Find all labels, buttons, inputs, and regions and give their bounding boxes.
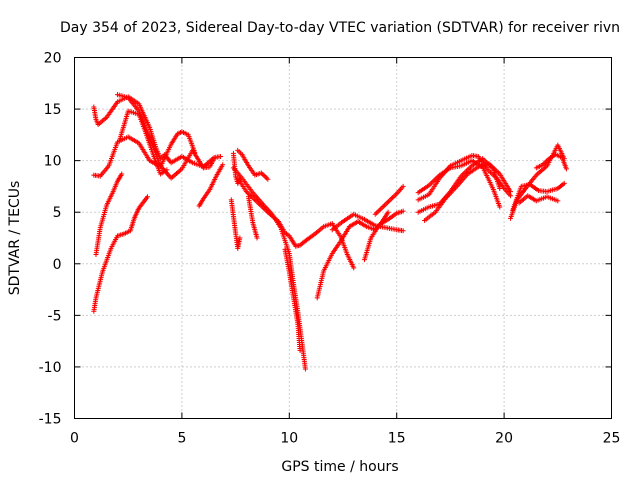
series-arc-22 — [415, 158, 503, 210]
series-arc-9 — [228, 197, 243, 251]
data-point — [563, 166, 569, 172]
data-point — [302, 366, 308, 372]
data-point — [211, 156, 217, 162]
y-tick-label: 5 — [53, 205, 62, 221]
data-point — [145, 194, 151, 200]
y-tick-label: -10 — [39, 360, 62, 376]
x-tick-label: 5 — [177, 431, 186, 447]
series-arc-12 — [235, 175, 357, 271]
series-arc-13 — [245, 194, 260, 241]
y-tick-label: 10 — [44, 154, 62, 170]
data-point — [119, 171, 125, 177]
x-tick-label: 20 — [495, 431, 513, 447]
series-arc-10 — [235, 147, 271, 182]
data-point — [508, 189, 514, 195]
series-arc-18 — [372, 183, 406, 217]
series-arc-4 — [91, 194, 151, 314]
x-tick-label: 25 — [603, 431, 621, 447]
y-tick-label: -5 — [48, 308, 62, 324]
plot-frame — [74, 57, 612, 419]
data-point — [561, 180, 567, 186]
axis-ticks: 0 5 10 15 20 25 -15 -10 -5 0 5 10 15 20 — [39, 51, 621, 447]
y-tick-label: -15 — [39, 412, 62, 428]
x-axis-label: GPS time / hours — [281, 459, 398, 475]
data-point — [220, 162, 226, 168]
series-arc-24 — [510, 180, 567, 213]
y-tick-label: 15 — [44, 102, 62, 118]
data-point — [400, 183, 406, 189]
data-points — [91, 92, 569, 372]
x-tick-label: 0 — [70, 431, 79, 447]
data-point — [400, 228, 406, 234]
data-point — [237, 235, 243, 241]
series-arc-26 — [533, 151, 569, 172]
data-point — [385, 209, 391, 215]
data-point — [555, 198, 561, 204]
series-arc-25 — [516, 193, 561, 206]
data-point — [164, 167, 170, 173]
data-point — [297, 347, 303, 353]
series-arc-11 — [230, 165, 308, 372]
data-point — [400, 208, 406, 214]
x-tick-label: 10 — [280, 431, 298, 447]
y-axis-label: SDTVAR / TECUs — [7, 181, 23, 296]
data-point — [254, 235, 260, 241]
series-arc-7 — [196, 162, 226, 209]
data-point — [351, 265, 357, 271]
series-arc-3 — [93, 171, 125, 258]
data-point — [497, 185, 503, 191]
series-arc-6 — [117, 108, 170, 177]
grid-lines — [74, 57, 612, 419]
y-tick-label: 20 — [44, 51, 62, 67]
chart-title: Day 354 of 2023, Sidereal Day-to-day VTE… — [60, 20, 620, 36]
data-point — [497, 204, 503, 210]
y-tick-label: 0 — [53, 257, 62, 273]
series-arc-17 — [361, 208, 406, 263]
x-tick-label: 15 — [388, 431, 406, 447]
data-point — [265, 176, 271, 182]
series-arc-14 — [282, 246, 303, 353]
data-point — [218, 154, 224, 160]
